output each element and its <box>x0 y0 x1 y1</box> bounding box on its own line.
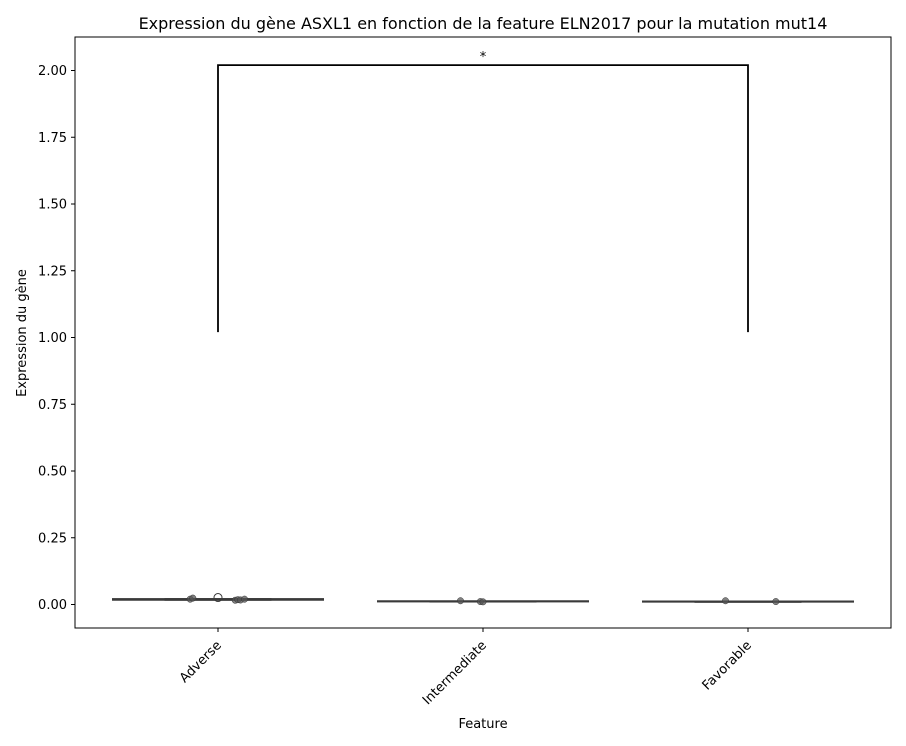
x-axis-label: Feature <box>458 717 507 732</box>
data-point <box>241 595 248 603</box>
y-axis: 0.00 0.25 0.50 0.75 1.00 1.25 1.50 1.75 2.00 <box>38 64 75 613</box>
chart-title: Expression du gène ASXL1 en fonction de … <box>139 14 828 33</box>
y-tick-label: 0.00 <box>38 598 67 613</box>
x-tick-label: Adverse <box>177 638 225 686</box>
y-tick-label: 1.00 <box>38 331 67 346</box>
data-point <box>772 598 780 606</box>
y-tick-label: 1.25 <box>38 264 67 279</box>
y-tick-label: 0.50 <box>38 465 67 480</box>
outlier-point <box>213 593 223 603</box>
y-axis-label: Expression du gène <box>15 269 30 397</box>
significance-label: * <box>480 50 487 65</box>
x-axis: Adverse Intermediate Favorable <box>177 628 755 708</box>
data-point <box>457 597 464 605</box>
plot-area <box>74 36 892 629</box>
y-tick-label: 0.25 <box>38 531 67 546</box>
data-point <box>479 598 487 606</box>
y-tick-label: 1.75 <box>38 131 67 146</box>
y-tick-label: 2.00 <box>38 64 67 79</box>
point-series <box>186 594 780 606</box>
data-point <box>189 594 197 602</box>
y-tick-label: 1.50 <box>38 198 67 213</box>
significance-bracket: * <box>217 50 749 333</box>
data-point <box>722 597 729 605</box>
y-tick-label: 0.75 <box>38 398 67 413</box>
x-tick-label: Intermediate <box>420 638 490 708</box>
x-tick-label: Favorable <box>700 638 755 693</box>
bracket-line <box>217 64 749 333</box>
